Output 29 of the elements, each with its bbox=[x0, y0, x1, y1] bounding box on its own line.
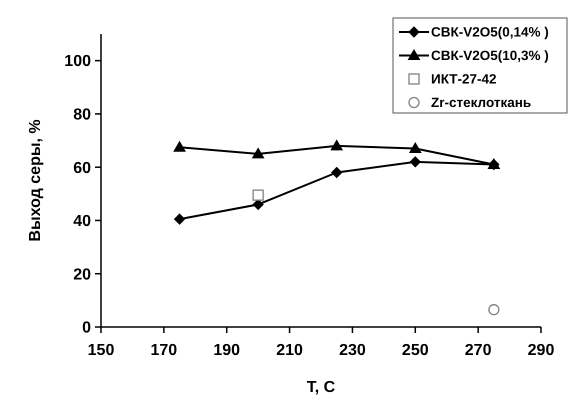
point bbox=[330, 140, 343, 150]
x-tick-label: 170 bbox=[150, 342, 178, 359]
point bbox=[174, 141, 186, 152]
x-tick-label: 150 bbox=[88, 342, 114, 359]
y-tick-label: 20 bbox=[73, 266, 92, 284]
point bbox=[174, 214, 186, 225]
point bbox=[488, 304, 500, 316]
y-tick-label: 80 bbox=[73, 106, 92, 124]
x-tick-label: 290 bbox=[528, 342, 554, 359]
y-tick-label: 100 bbox=[64, 53, 92, 70]
y-axis-title: Выход серы, % bbox=[27, 119, 44, 242]
point bbox=[252, 148, 264, 158]
legend-label: ИКТ-27-42 bbox=[431, 72, 497, 87]
legend-label: СВК-V2O5(10,3% ) bbox=[431, 48, 549, 64]
x-tick-label: 230 bbox=[339, 342, 366, 359]
point bbox=[252, 190, 264, 201]
legend-label: СВК-V2O5(0,14% ) bbox=[431, 24, 549, 40]
y-tick-label: 0 bbox=[82, 320, 92, 337]
y-tick-label: 60 bbox=[73, 160, 92, 177]
legend-label: Zr-стеклоткань bbox=[431, 95, 532, 110]
x-tick-label: 190 bbox=[213, 342, 240, 359]
x-axis-title: T, C bbox=[306, 379, 336, 396]
y-tick-label: 40 bbox=[73, 213, 92, 230]
point bbox=[331, 167, 342, 178]
point bbox=[410, 156, 421, 168]
x-tick-label: 250 bbox=[402, 342, 429, 359]
x-tick-label: 210 bbox=[276, 342, 304, 359]
x-tick-label: 270 bbox=[464, 342, 492, 359]
point bbox=[409, 142, 422, 154]
